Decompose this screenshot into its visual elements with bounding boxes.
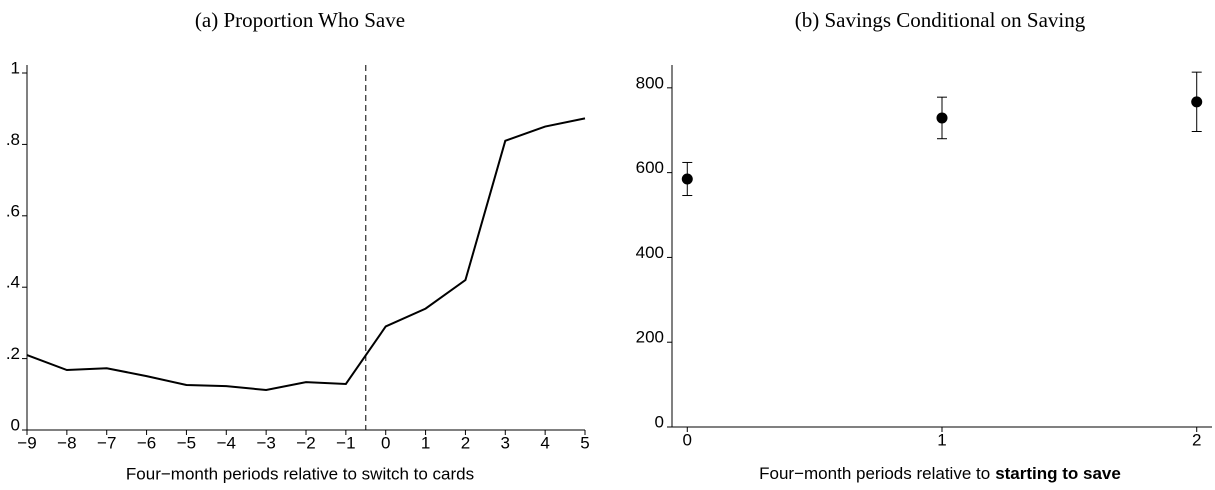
chart-title: (a) Proportion Who Save (195, 8, 405, 32)
x-tick-label: 3 (501, 433, 510, 452)
y-tick-label: .8 (6, 130, 20, 149)
x-tick-label: −6 (137, 433, 156, 452)
y-tick-label: .4 (6, 273, 20, 292)
x-tick-label: 1 (937, 430, 946, 449)
x-tick-label: −7 (97, 433, 116, 452)
x-axis-label: Four−month periods relative to switch to… (126, 464, 474, 483)
x-axis-label-text: Four−month periods relative to (759, 464, 990, 483)
x-tick-label: 0 (381, 433, 390, 452)
y-tick-label: 800 (636, 73, 664, 92)
y-tick-label: 1 (11, 58, 20, 77)
x-tick-label: 0 (683, 430, 692, 449)
x-tick-label: −5 (177, 433, 196, 452)
x-tick-label: −1 (336, 433, 355, 452)
point (681, 173, 693, 185)
y-tick-label: 200 (636, 328, 664, 347)
line (26, 117, 586, 392)
x-tick-label: 2 (461, 433, 470, 452)
y-tick-label: 400 (636, 243, 664, 262)
y-tick-label: 0 (655, 412, 664, 431)
x-axis-label: Four−month periods relative to starting t… (759, 464, 1121, 483)
y-tick-label: 600 (636, 158, 664, 177)
x-tick-label: −8 (57, 433, 76, 452)
x-tick-label: 4 (540, 433, 549, 452)
x-tick-label: −2 (296, 433, 315, 452)
y-tick-label: 0 (11, 415, 20, 434)
point (936, 112, 948, 124)
x-tick-label: −4 (217, 433, 236, 452)
x-tick-label: 2 (1192, 430, 1201, 449)
y-tick-label: .6 (6, 201, 20, 220)
x-tick-label: 1 (421, 433, 430, 452)
x-axis-label-emphasis: starting to save (995, 464, 1121, 483)
x-tick-label: 5 (580, 433, 589, 452)
point (1191, 96, 1203, 108)
chart-title: (b) Savings Conditional on Saving (795, 8, 1086, 32)
x-tick-label: −9 (17, 433, 36, 452)
y-tick-label: .2 (6, 344, 20, 363)
x-tick-label: −3 (256, 433, 275, 452)
